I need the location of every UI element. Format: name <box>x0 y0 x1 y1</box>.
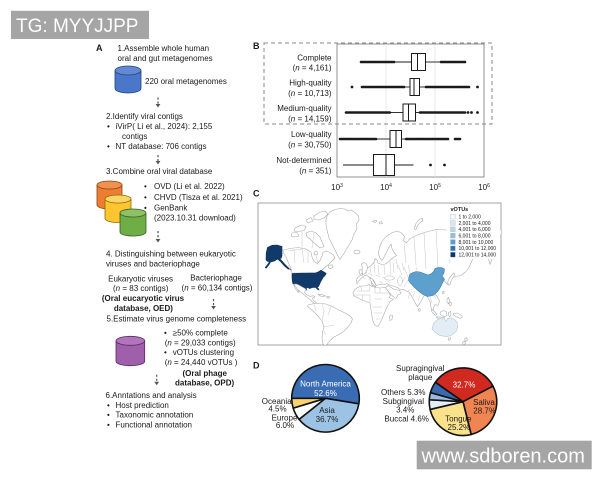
svg-text:(2023.10.31 download): (2023.10.31 download) <box>154 214 236 223</box>
svg-text:220 oral metagenomes: 220 oral metagenomes <box>145 77 227 86</box>
svg-text:52.6%: 52.6% <box>314 389 337 398</box>
svg-text:Saliva: Saliva <box>473 398 495 407</box>
svg-text:Oceania: Oceania <box>262 397 292 406</box>
svg-text:25.2%: 25.2% <box>448 423 471 432</box>
svg-text:(n = 30,750): (n = 30,750) <box>288 141 332 150</box>
svg-text:oral and gut metagenomes: oral and gut metagenomes <box>118 54 213 63</box>
svg-text:•: • <box>144 182 147 191</box>
svg-text:(n = 10,713): (n = 10,713) <box>288 89 332 98</box>
svg-text:1.Assemble whole human: 1.Assemble whole human <box>118 44 210 53</box>
svg-text:OVD (Li et al. 2022): OVD (Li et al. 2022) <box>154 182 225 191</box>
svg-text:•: • <box>107 411 110 420</box>
svg-text:8,001 to 10,000: 8,001 to 10,000 <box>459 240 494 246</box>
svg-text:Tongue: Tongue <box>445 415 472 424</box>
svg-text:Taxonomic annotation: Taxonomic annotation <box>116 411 194 420</box>
svg-text:database, OED): database, OED) <box>114 304 173 313</box>
svg-text:(n = 351): (n = 351) <box>299 167 332 176</box>
svg-text:(n = 4,161): (n = 4,161) <box>293 64 332 73</box>
svg-text:plaque: plaque <box>408 373 433 382</box>
svg-text:6,001 to 8,000: 6,001 to 8,000 <box>459 233 491 239</box>
svg-text:Asia: Asia <box>319 406 335 415</box>
svg-text:Subgingival: Subgingival <box>383 397 425 406</box>
svg-text:Bacteriophage: Bacteriophage <box>190 274 242 283</box>
svg-text:(n = 24,440 vOTUs ): (n = 24,440 vOTUs ) <box>165 358 238 367</box>
svg-text:Supragingival: Supragingival <box>396 364 445 373</box>
svg-text:North America: North America <box>300 380 351 389</box>
svg-text:36.7%: 36.7% <box>316 415 339 424</box>
svg-text:•: • <box>107 420 110 429</box>
svg-text:D: D <box>253 361 260 371</box>
svg-text:3.4%: 3.4% <box>396 406 414 415</box>
svg-text:High-quality: High-quality <box>289 79 331 88</box>
svg-text:Eukaryotic viruses: Eukaryotic viruses <box>108 275 173 284</box>
svg-text:4.5%: 4.5% <box>268 405 286 414</box>
svg-text:Low-quality: Low-quality <box>291 130 331 139</box>
svg-text:105: 105 <box>429 183 441 192</box>
svg-text:(n = 29,033 contigs): (n = 29,033 contigs) <box>165 339 236 348</box>
svg-text:6.Anntations and analysis: 6.Anntations and analysis <box>106 391 197 400</box>
svg-text:Others 5.3%: Others 5.3% <box>381 388 425 397</box>
svg-text:•: • <box>107 142 110 151</box>
svg-text:contigs: contigs <box>122 132 147 141</box>
svg-text:(Oral phage: (Oral phage <box>182 369 227 378</box>
svg-text:•: • <box>107 122 110 131</box>
svg-text:vOTUs clustering: vOTUs clustering <box>173 348 234 357</box>
svg-text:•: • <box>144 193 147 202</box>
svg-text:4. Distinguishing between euka: 4. Distinguishing between eukaryotic <box>106 250 236 259</box>
svg-text:viruses and bacteriophage: viruses and bacteriophage <box>106 260 200 269</box>
svg-text:28.7%: 28.7% <box>473 407 496 416</box>
svg-text:TG: MYYJJPP: TG: MYYJJPP <box>16 16 138 37</box>
svg-text:•: • <box>144 204 147 213</box>
svg-text:•: • <box>164 329 167 338</box>
svg-text:≥50% complete: ≥50% complete <box>173 329 229 338</box>
svg-text:•: • <box>164 348 167 357</box>
svg-text:B: B <box>253 41 260 51</box>
svg-text:1 to 2,000: 1 to 2,000 <box>459 214 481 220</box>
svg-text:4,001 to 6,000: 4,001 to 6,000 <box>459 227 491 233</box>
svg-text:32.7%: 32.7% <box>453 381 476 390</box>
svg-text:database, OPD): database, OPD) <box>175 379 234 388</box>
svg-text:(Oral eucaryotic virus: (Oral eucaryotic virus <box>102 294 185 303</box>
svg-text:Functional annotation: Functional annotation <box>116 420 193 429</box>
svg-text:www.sdboren.com: www.sdboren.com <box>421 446 585 468</box>
svg-text:NT database: 706 contigs: NT database: 706 contigs <box>116 142 207 151</box>
svg-text:Host prediction: Host prediction <box>116 401 169 410</box>
svg-text:Not-determined: Not-determined <box>276 156 331 165</box>
svg-text:CHVD (Tisza et al. 2021): CHVD (Tisza et al. 2021) <box>154 193 243 202</box>
svg-text:(n = 83 contigs): (n = 83 contigs) <box>113 284 169 293</box>
svg-text:(n = 60,134 contigs): (n = 60,134 contigs) <box>182 283 253 292</box>
svg-text:106: 106 <box>478 183 490 192</box>
svg-text:2,001 to 4,000: 2,001 to 4,000 <box>459 221 491 227</box>
svg-text:2.Identify viral contigs: 2.Identify viral contigs <box>106 112 183 121</box>
svg-text:103: 103 <box>331 183 343 192</box>
svg-text:12,001 to 14,000: 12,001 to 14,000 <box>459 253 497 259</box>
svg-text:Complete: Complete <box>297 54 332 63</box>
svg-text:Europe: Europe <box>272 414 298 423</box>
svg-text:vOTUs: vOTUs <box>451 207 469 213</box>
svg-text:104: 104 <box>380 183 392 192</box>
svg-text:5.Estimate virus genome comple: 5.Estimate virus genome completeness <box>107 315 247 324</box>
svg-text:3.Combine oral viral database: 3.Combine oral viral database <box>106 167 213 176</box>
svg-text:C: C <box>253 189 260 199</box>
svg-text:iVirP( Li et al., 2024): 2,155: iVirP( Li et al., 2024): 2,155 <box>116 122 213 131</box>
svg-text:(n = 14,159): (n = 14,159) <box>288 115 332 124</box>
svg-text:•: • <box>107 401 110 410</box>
svg-text:10,001 to 12,000: 10,001 to 12,000 <box>459 246 497 252</box>
svg-text:A: A <box>96 43 103 53</box>
svg-text:6.0%: 6.0% <box>276 421 294 430</box>
svg-text:GenBank: GenBank <box>154 204 188 213</box>
svg-text:Buccal 4.6%: Buccal 4.6% <box>384 415 428 424</box>
svg-text:Medium-quality: Medium-quality <box>277 104 331 113</box>
